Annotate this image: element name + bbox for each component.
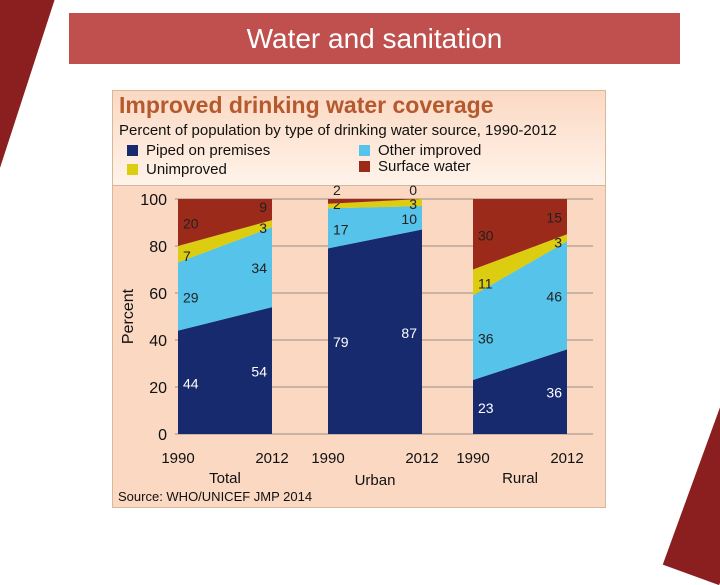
legend-swatch: [359, 145, 370, 156]
data-label: 79: [333, 334, 349, 350]
decorative-corner-top-left: [0, 0, 60, 176]
area-surface-water: [473, 199, 567, 270]
y-tick-label: 40: [149, 333, 167, 350]
data-label: 9: [259, 199, 267, 215]
legend-label: Piped on premises: [146, 142, 271, 159]
x-tick-label: 1990: [456, 450, 489, 467]
slide-title: Water and sanitation: [69, 13, 680, 64]
x-tick-label: 2012: [255, 450, 288, 467]
group-label: Total: [209, 470, 241, 487]
group-label: Rural: [502, 470, 538, 487]
area-piped-on-premises: [178, 307, 272, 434]
data-label: 7: [183, 248, 191, 264]
x-tick-label: 1990: [161, 450, 194, 467]
data-label: 36: [546, 385, 562, 401]
chart-title: Improved drinking water coverage: [119, 92, 494, 118]
legend-item-unimproved: Unimproved: [127, 161, 227, 178]
x-tick-label: 2012: [405, 450, 438, 467]
x-tick-label: 2012: [550, 450, 583, 467]
area-other-improved: [328, 206, 422, 249]
data-label: 2: [333, 182, 341, 198]
legend-swatch: [127, 164, 138, 175]
data-label: 34: [251, 260, 267, 276]
data-label: 44: [183, 375, 199, 391]
area-other-improved: [473, 241, 567, 380]
data-label: 36: [478, 331, 494, 347]
y-axis-label: Percent: [120, 288, 137, 344]
data-label: 29: [183, 290, 199, 306]
data-label: 20: [183, 216, 199, 232]
data-label: 46: [546, 288, 562, 304]
legend-label: Unimproved: [146, 161, 227, 178]
data-label: 17: [333, 221, 349, 237]
legend-label: Other improved: [378, 142, 482, 159]
area-other-improved: [178, 227, 272, 331]
area-piped-on-premises: [473, 349, 567, 434]
data-label: 54: [251, 364, 267, 380]
data-label: 23: [478, 400, 494, 416]
area-surface-water: [178, 199, 272, 246]
legend-swatch: [127, 145, 138, 156]
area-unimproved: [178, 220, 272, 263]
data-label: 15: [546, 210, 562, 226]
decorative-corner-bottom-right: [662, 404, 720, 585]
area-piped-on-premises: [328, 229, 422, 434]
area-unimproved: [328, 199, 422, 209]
data-label: 11: [478, 275, 493, 291]
y-tick-label: 0: [158, 427, 167, 444]
legend-item-piped: Piped on premises: [127, 142, 270, 159]
chart-header: Improved drinking water coverage Percent…: [113, 91, 605, 186]
data-label: 10: [401, 211, 417, 227]
y-tick-label: 60: [149, 286, 167, 303]
data-label: 3: [554, 234, 562, 250]
group-label: Urban: [355, 472, 396, 489]
legend-item-other: Other improved: [359, 142, 481, 159]
chart-subtitle: Percent of population by type of drinkin…: [119, 122, 557, 139]
y-tick-label: 20: [149, 380, 167, 397]
legend-label: Surface water: [378, 158, 471, 175]
x-tick-label: 1990: [311, 450, 344, 467]
legend-swatch: [359, 161, 370, 172]
data-label: 30: [478, 227, 494, 243]
data-label: 2: [333, 196, 341, 212]
data-label: 3: [259, 220, 267, 236]
data-label: 87: [401, 325, 417, 341]
chart-panel: Improved drinking water coverage Percent…: [112, 90, 606, 508]
data-label: 0: [409, 182, 417, 198]
legend-item-surface: Surface water: [359, 158, 471, 175]
chart-source: Source: WHO/UNICEF JMP 2014: [118, 489, 313, 504]
y-tick-label: 100: [140, 192, 167, 209]
area-unimproved: [473, 234, 567, 296]
y-tick-label: 80: [149, 239, 167, 256]
data-label: 3: [409, 196, 417, 212]
